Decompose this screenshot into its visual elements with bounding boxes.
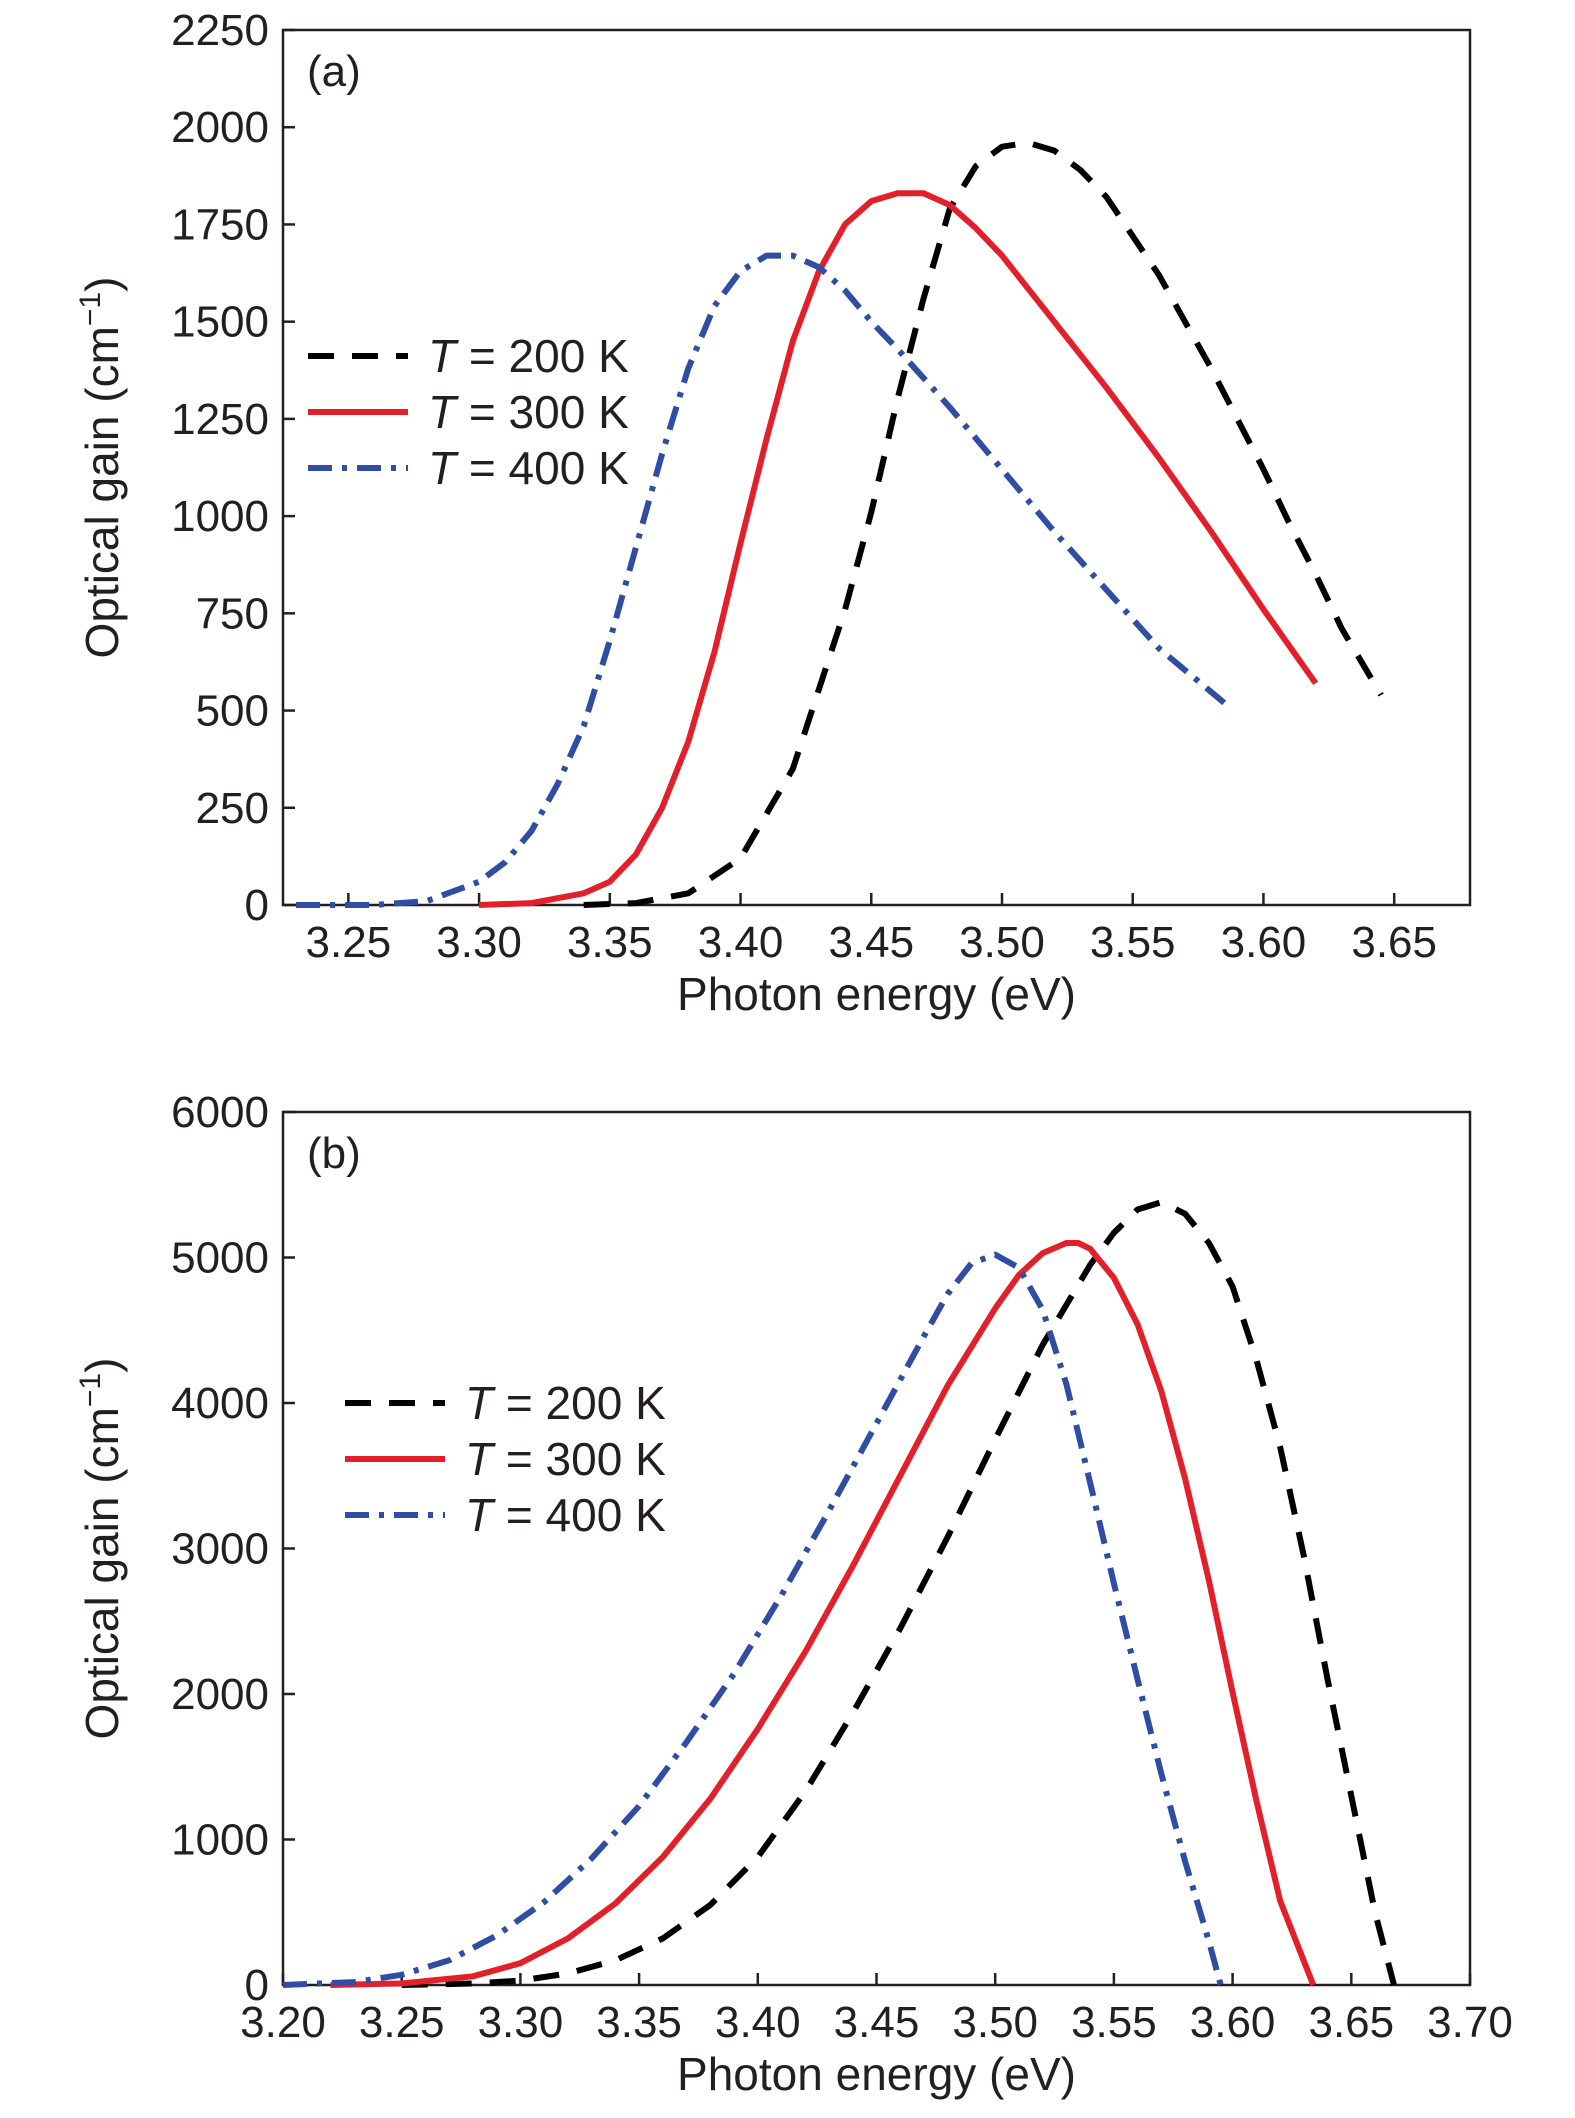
panel-label: (b) [307,1129,361,1178]
series-line-2 [282,1251,1224,1988]
legend-label-rest: = 200 K [456,330,629,382]
x-tick-label: 3.30 [436,918,522,967]
x-tick-label: 3.25 [359,1998,445,2047]
x-axis-label: Photon energy (eV) [677,968,1076,1020]
series-line-1 [330,1240,1317,1988]
legend-label-rest: = 200 K [493,1377,666,1429]
y-axis-label: Optical gain (cm−1) [74,277,128,659]
x-tick-label: 3.50 [959,918,1045,967]
y-axis-label-close: ) [76,277,128,292]
legend-label-var: T [465,1489,496,1541]
y-tick-label: 6000 [171,1088,269,1137]
x-tick-label: 3.40 [715,1998,801,2047]
y-tick-label: 250 [196,784,269,833]
y-tick-label: 1000 [171,492,269,541]
chart-panel-1: 3.20 3.25 3.30 3.35 3.40 3.45 3.50 3.55 3.60 3.65… [74,1088,1513,2100]
legend-label-1: T = 300 K [428,386,629,438]
y-tick-label: 1000 [171,1816,269,1865]
series-line-0 [583,139,1384,908]
x-tick-label: 3.60 [1221,918,1307,967]
legend: T = 200 KT = 300 KT = 400 K [308,330,629,494]
legend-label-0: T = 200 K [428,330,629,382]
y-tick-label: 1750 [171,200,269,249]
legend-label-rest: = 300 K [456,386,629,438]
legend: T = 200 KT = 300 KT = 400 K [345,1377,666,1541]
legend-label-1: T = 300 K [465,1433,666,1485]
legend-label-var: T [428,442,459,494]
series-line-1 [478,190,1319,908]
legend-label-2: T = 400 K [428,442,629,494]
y-tick-label: 750 [196,589,269,638]
x-tick-label: 3.65 [1351,918,1437,967]
y-tick-label: 1250 [171,395,269,444]
y-tick-label: 5000 [171,1234,269,1283]
y-tick-label: 0 [245,881,269,930]
y-axis-label: Optical gain (cm−1) [74,1358,128,1740]
panel-label: (a) [307,47,361,96]
legend-label-var: T [465,1433,496,1485]
x-axis-label: Photon energy (eV) [677,2048,1076,2100]
x-tick-label: 3.55 [1071,1998,1157,2047]
x-tick-label: 3.45 [834,1998,920,2047]
legend-label-var: T [428,330,459,382]
y-tick-label: 500 [196,687,269,736]
x-tick-label: 3.35 [567,918,653,967]
legend-label-2: T = 400 K [465,1489,666,1541]
y-tick-label: 1500 [171,298,269,347]
x-tick-label: 3.60 [1190,1998,1276,2047]
x-tick-label: 3.40 [698,918,784,967]
x-tick-label: 3.55 [1090,918,1176,967]
y-axis-label-main: Optical gain (cm [76,1407,128,1739]
x-tick-label: 3.30 [478,1998,564,2047]
x-tick-label: 3.65 [1308,1998,1394,2047]
legend-label-rest: = 400 K [456,442,629,494]
x-tick-label: 3.45 [828,918,914,967]
legend-label-var: T [428,386,459,438]
plot-frame [281,1110,1472,1987]
legend-label-rest: = 300 K [493,1433,666,1485]
y-tick-label: 4000 [171,1379,269,1428]
series-line-0 [401,1199,1397,1988]
series-line-2 [296,252,1227,908]
x-tick-label: 3.50 [952,1998,1038,2047]
x-tick-label: 3.35 [596,1998,682,2047]
y-tick-label: 0 [245,1961,269,2010]
y-axis-label-sup: −1 [74,1373,107,1407]
y-tick-label: 2000 [171,1670,269,1719]
legend-label-var: T [465,1377,496,1429]
x-tick-label: 3.70 [1427,1998,1513,2047]
y-tick-label: 2000 [171,103,269,152]
y-tick-label: 3000 [171,1525,269,1574]
y-axis-label-sup: −1 [74,292,107,326]
x-tick-label: 3.20 [240,1998,326,2047]
x-tick-label: 3.25 [306,918,392,967]
y-tick-label: 2250 [171,6,269,55]
y-axis-label-close: ) [76,1358,128,1373]
chart-panel-0: 3.25 3.30 3.35 3.40 3.45 3.50 3.55 3.60 3.65 0 250… [74,6,1472,1020]
y-axis-label-main: Optical gain (cm [76,326,128,658]
plot-frame [281,28,1472,907]
legend-label-rest: = 400 K [493,1489,666,1541]
legend-label-0: T = 200 K [465,1377,666,1429]
